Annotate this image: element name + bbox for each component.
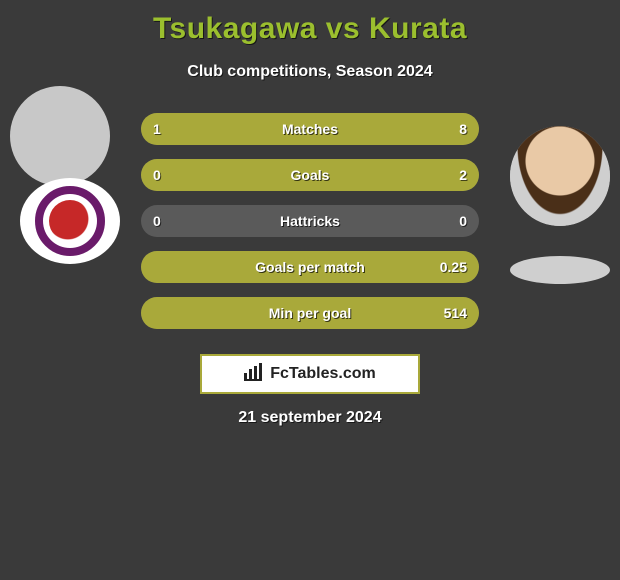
page-subtitle: Club competitions, Season 2024 <box>0 63 620 81</box>
player-right-club-placeholder <box>510 256 610 284</box>
stat-fill-center <box>141 297 479 329</box>
stat-value-right: 2 <box>459 159 467 191</box>
stat-value-left: 0 <box>153 205 161 237</box>
club-badge-icon <box>31 182 109 260</box>
stats-bars: 1 Matches 8 0 Goals 2 0 Hattricks 0 Goal… <box>140 112 480 342</box>
stat-row-hattricks: 0 Hattricks 0 <box>140 204 480 238</box>
generation-date: 21 september 2024 <box>0 409 620 427</box>
player-photo-icon <box>510 126 610 226</box>
stat-value-right: 8 <box>459 113 467 145</box>
brand-box: FcTables.com <box>200 354 420 394</box>
stat-row-min-per-goal: Min per goal 514 <box>140 296 480 330</box>
brand-text: FcTables.com <box>270 365 376 383</box>
stat-row-goals: 0 Goals 2 <box>140 158 480 192</box>
stat-value-left: 1 <box>153 113 161 145</box>
stat-fill-center <box>141 159 479 191</box>
stat-value-left: 0 <box>153 159 161 191</box>
stat-value-right: 514 <box>444 297 467 329</box>
player-left-club-badge <box>20 178 120 264</box>
player-left-avatar <box>10 86 110 186</box>
stat-row-goals-per-match: Goals per match 0.25 <box>140 250 480 284</box>
stat-value-right: 0.25 <box>440 251 467 283</box>
stat-fill-center <box>141 251 479 283</box>
stat-value-right: 0 <box>459 205 467 237</box>
stat-row-matches: 1 Matches 8 <box>140 112 480 146</box>
stat-fill-center <box>141 205 479 237</box>
brand-chart-icon <box>244 363 264 386</box>
player-right-avatar <box>510 126 610 226</box>
page-title: Tsukagawa vs Kurata <box>0 12 620 46</box>
stat-fill-right <box>178 113 479 145</box>
